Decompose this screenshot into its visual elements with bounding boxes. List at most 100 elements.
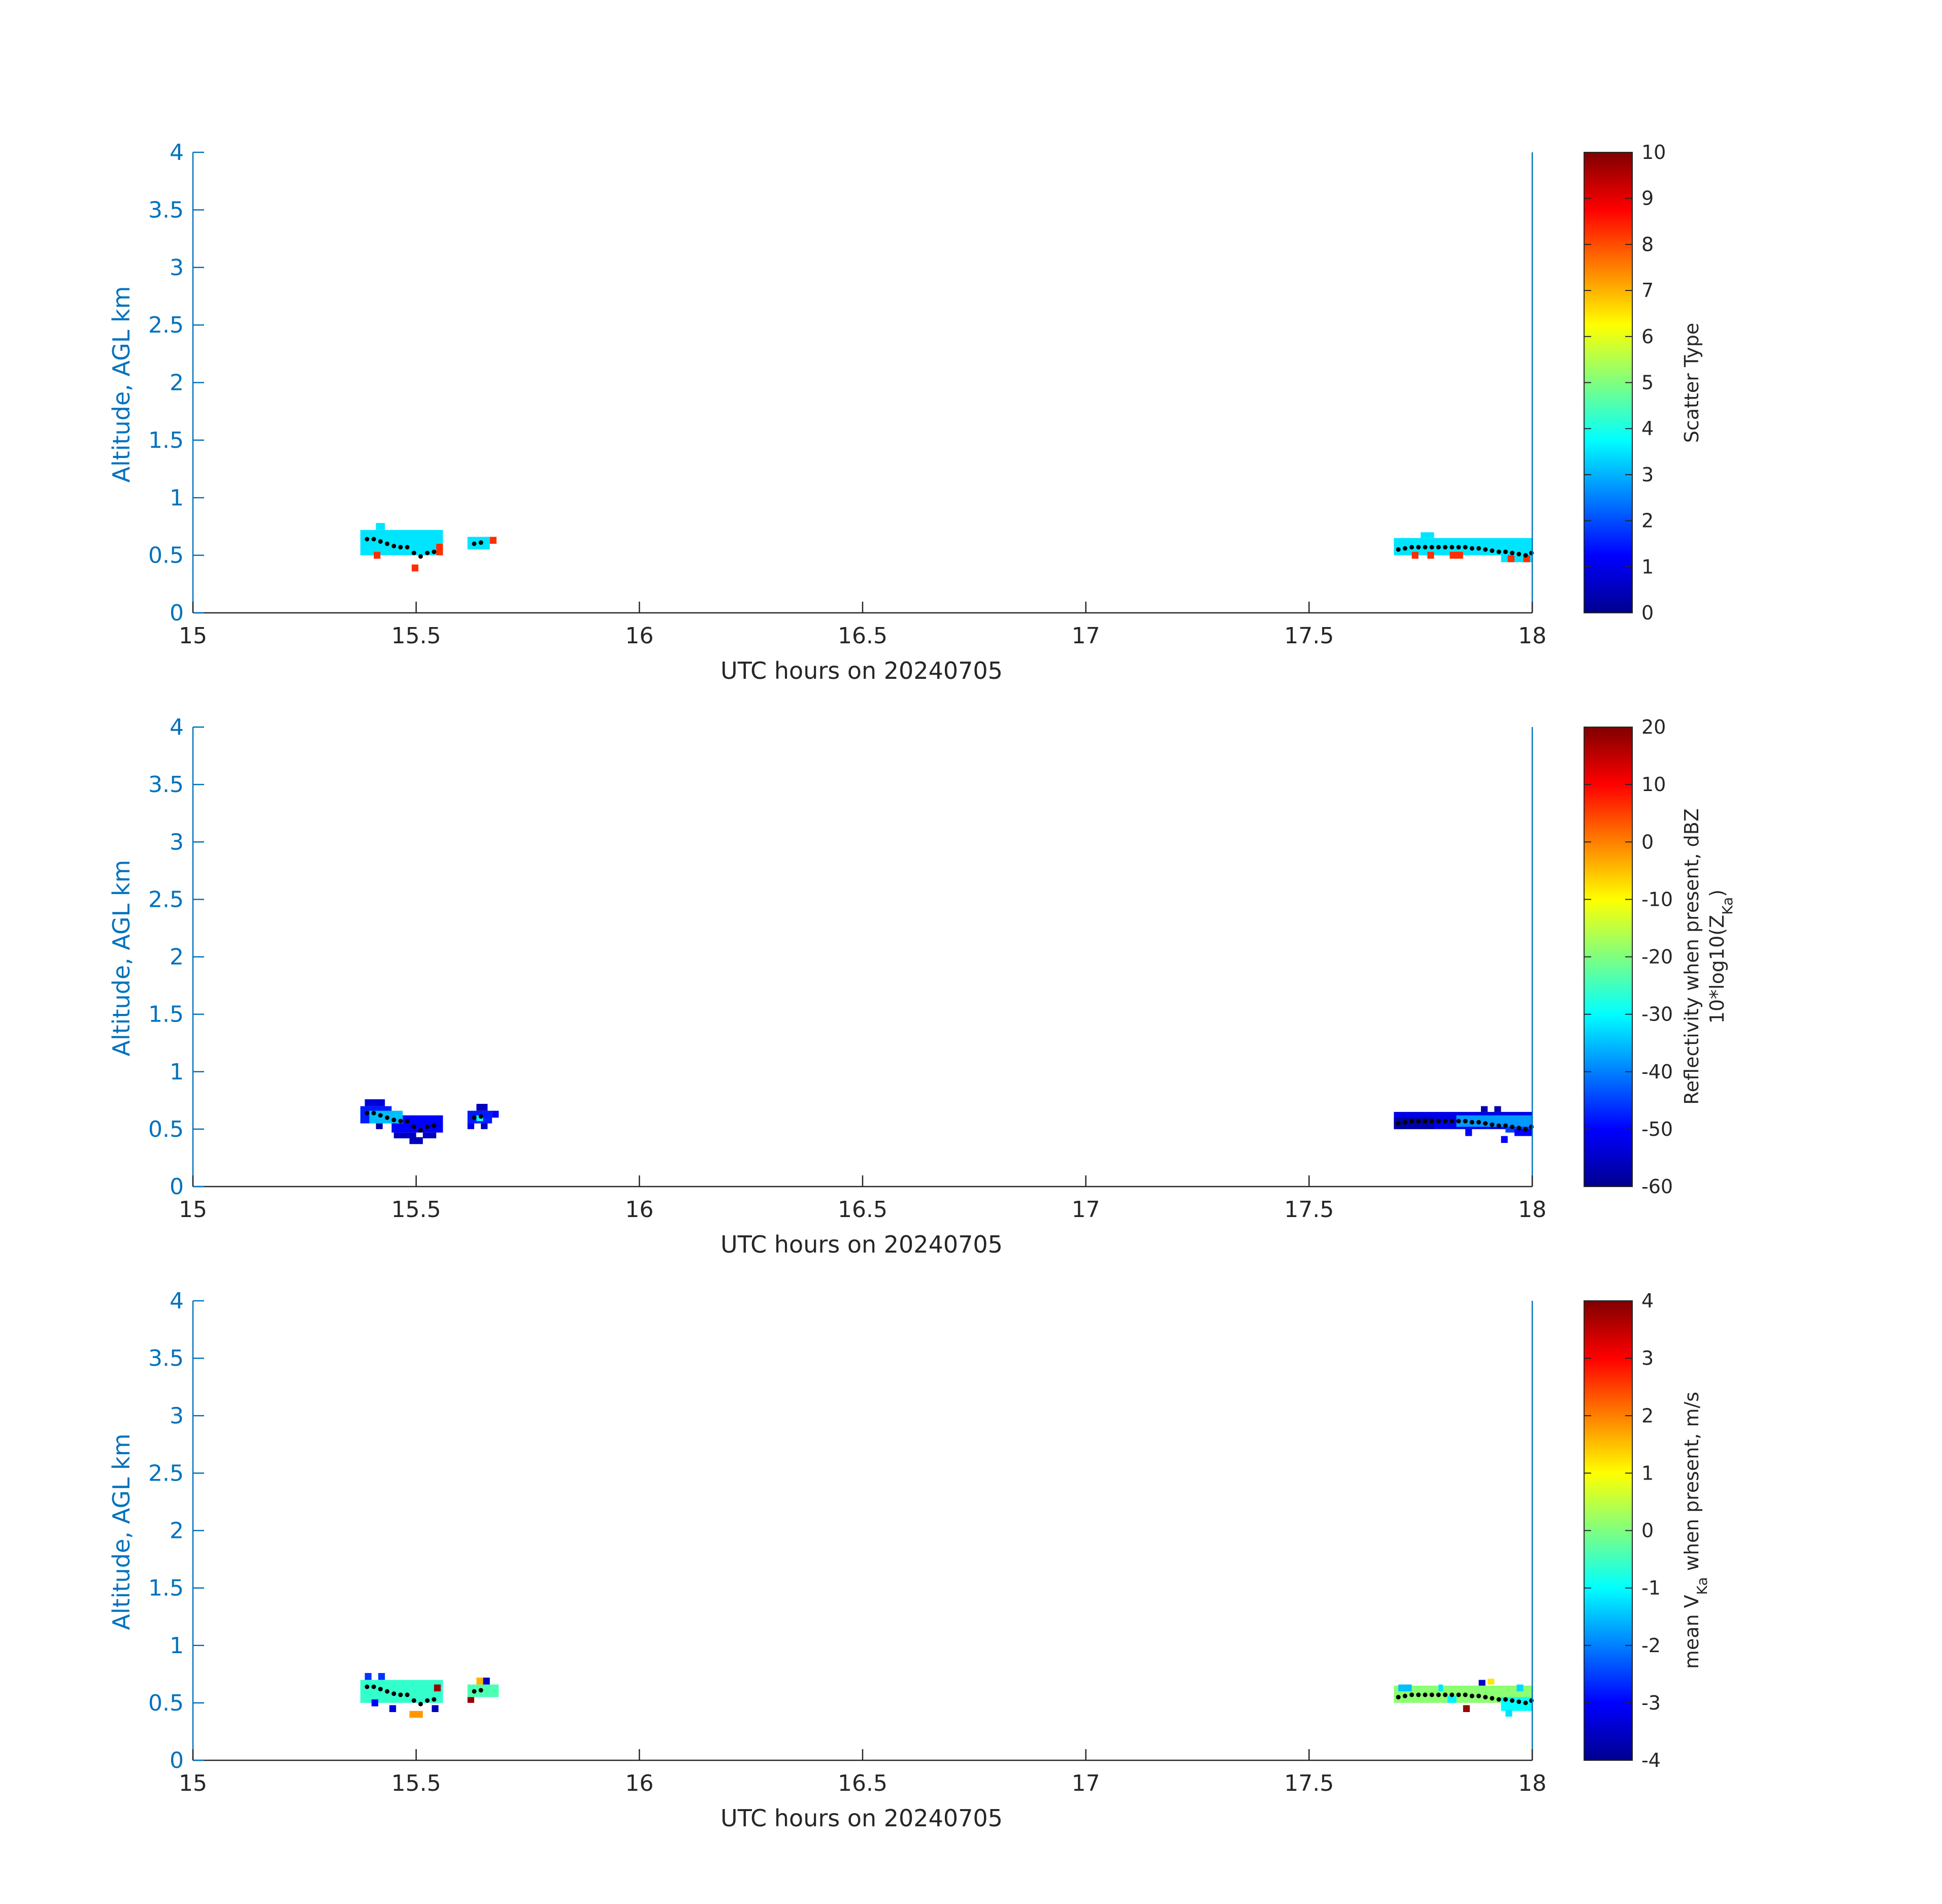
cloud-base-dot (1503, 549, 1508, 554)
colorbar-tick-label: -60 (1641, 1175, 1673, 1198)
colorbar-tick-label: 3 (1641, 464, 1654, 486)
data-cell (481, 1123, 488, 1129)
data-cell (1398, 1684, 1412, 1692)
cloud-base-dot (1523, 553, 1528, 558)
data-cell (467, 1697, 474, 1703)
x-tick-label: 17.5 (1284, 1770, 1334, 1796)
cloud-base-dot (378, 539, 383, 544)
cloud-base-dot (371, 537, 376, 542)
cloud-base-dot (391, 543, 397, 548)
data-cell (1480, 1106, 1488, 1112)
panel-3-dots (365, 1684, 1534, 1706)
cloud-base-dot (1483, 547, 1488, 552)
data-cell (1427, 551, 1434, 559)
cloud-base-dot (1463, 545, 1468, 550)
x-tick-label: 18 (1518, 1770, 1546, 1796)
panel-1-dots (365, 537, 1534, 559)
cloud-base-dot (1496, 549, 1501, 554)
cloud-base-dot (432, 549, 437, 554)
cloud-base-dot (385, 1689, 390, 1694)
y-tick-label: 2 (170, 944, 184, 970)
cloud-base-dot (432, 1123, 437, 1128)
y-tick-label: 2.5 (148, 312, 184, 338)
colorbar-tick-label: 5 (1641, 372, 1654, 394)
panel-3: 0 0.5 1 1.5 2 2.5 3 3.5 4 15 15.5 16 16.5 17 17.5 18 Al… (108, 1288, 1710, 1832)
cloud-base-dot (432, 1697, 437, 1702)
y-tick-label: 3.5 (148, 197, 184, 223)
data-cell (492, 1110, 499, 1118)
panel-2-colorbar-label-line1: Reflectivity when present, dBZ (1681, 808, 1703, 1105)
panel-2-axes: 0 0.5 1 1.5 2 2.5 3 3.5 4 15 15.5 16 16.5 17 17.5 18 (148, 714, 1546, 1223)
cloud-base-dot (1409, 545, 1414, 550)
cloud-base-dot (1476, 546, 1481, 551)
x-tick-label: 16.5 (838, 1197, 887, 1223)
cloud-base-dot (418, 1128, 423, 1133)
cloud-base-dot (1483, 1695, 1488, 1700)
data-cell (476, 1104, 488, 1111)
data-cell (1494, 1106, 1501, 1112)
panel-1-axes: 0 0.5 1 1.5 2 2.5 3 3.5 4 15 15.5 16 16.5 17 17.5 18 (148, 140, 1546, 649)
cloud-base-dot (405, 1119, 410, 1124)
y-tick-label: 1 (170, 1059, 184, 1085)
cloud-base-dot (1402, 546, 1407, 551)
cloud-base-dot (385, 541, 390, 546)
colorbar-tick-label: 0 (1641, 831, 1654, 853)
data-cell (483, 1678, 490, 1685)
cloud-base-dot (418, 1701, 423, 1706)
panel-3-colorbar-label: mean VKa when present, m/s (1681, 1392, 1710, 1669)
panel-2-cells (360, 1099, 1532, 1144)
colorbar-tick-label: 6 (1641, 325, 1654, 348)
panel-1-y-axis-label: Altitude, AGL km (108, 286, 135, 482)
x-tick-label: 15 (179, 1197, 207, 1223)
data-cell (376, 1123, 383, 1129)
cloud-base-dot (1423, 1692, 1428, 1697)
cloud-base-dot (1436, 545, 1441, 550)
y-tick-label: 3 (170, 1403, 184, 1429)
cloud-base-dot (1469, 546, 1474, 551)
x-tick-label: 17.5 (1284, 1197, 1334, 1223)
cloud-base-dot (1396, 1121, 1401, 1126)
cloud-base-dot (1450, 1692, 1455, 1697)
data-cell (436, 543, 443, 555)
y-tick-label: 3.5 (148, 772, 184, 798)
panel-3-y-axis-label: Altitude, AGL km (108, 1433, 135, 1630)
data-cell (1456, 1115, 1532, 1127)
cloud-base-dot (371, 1110, 376, 1115)
data-cell (1450, 551, 1463, 559)
cloud-base-dot (1429, 545, 1434, 550)
cloud-base-dot (1456, 1692, 1461, 1697)
y-tick-label: 2 (170, 370, 184, 396)
panel-1-x-axis-label: UTC hours on 20240705 (720, 657, 1003, 684)
data-cell (374, 551, 381, 559)
panel-1-colorbar-ticks: 0 1 2 3 4 5 6 7 8 9 10 (1584, 141, 1666, 624)
panel-2-colorbar-label-sub: Ka (1719, 897, 1736, 915)
cloud-base-dot (405, 1692, 410, 1697)
panel-3-colorbar-ticks: -4 -3 -2 -1 0 1 2 3 4 (1584, 1290, 1661, 1771)
colorbar-tick-label: -40 (1641, 1061, 1673, 1083)
cloud-base-dot (1416, 1692, 1421, 1697)
cloud-base-dot (1436, 1692, 1441, 1697)
cloud-base-dot (1463, 1119, 1468, 1124)
cloud-base-dot (391, 1691, 397, 1696)
x-tick-label: 17 (1072, 1770, 1100, 1796)
y-tick-label: 1 (170, 485, 184, 511)
y-tick-label: 4 (170, 140, 184, 166)
colorbar-tick-label: -30 (1641, 1003, 1673, 1026)
cloud-base-dot (405, 545, 410, 550)
y-tick-label: 0 (170, 1748, 184, 1774)
data-cell (1411, 551, 1419, 559)
y-tick-label: 0.5 (148, 543, 184, 569)
colorbar-tick-label: 9 (1641, 187, 1654, 210)
colorbar-tick-label: -2 (1641, 1634, 1661, 1657)
cloud-base-dot (398, 545, 403, 550)
data-cell (1501, 1136, 1508, 1143)
colorbar-tick-label: 20 (1641, 716, 1666, 738)
cloud-base-dot (425, 550, 430, 555)
y-tick-label: 1.5 (148, 1002, 184, 1028)
data-cell (434, 1684, 441, 1692)
cloud-base-dot (411, 550, 416, 555)
data-cell (411, 564, 419, 572)
cloud-base-dot (1476, 1120, 1481, 1125)
cloud-base-dot (1416, 1119, 1421, 1124)
data-cell (1517, 1684, 1524, 1692)
